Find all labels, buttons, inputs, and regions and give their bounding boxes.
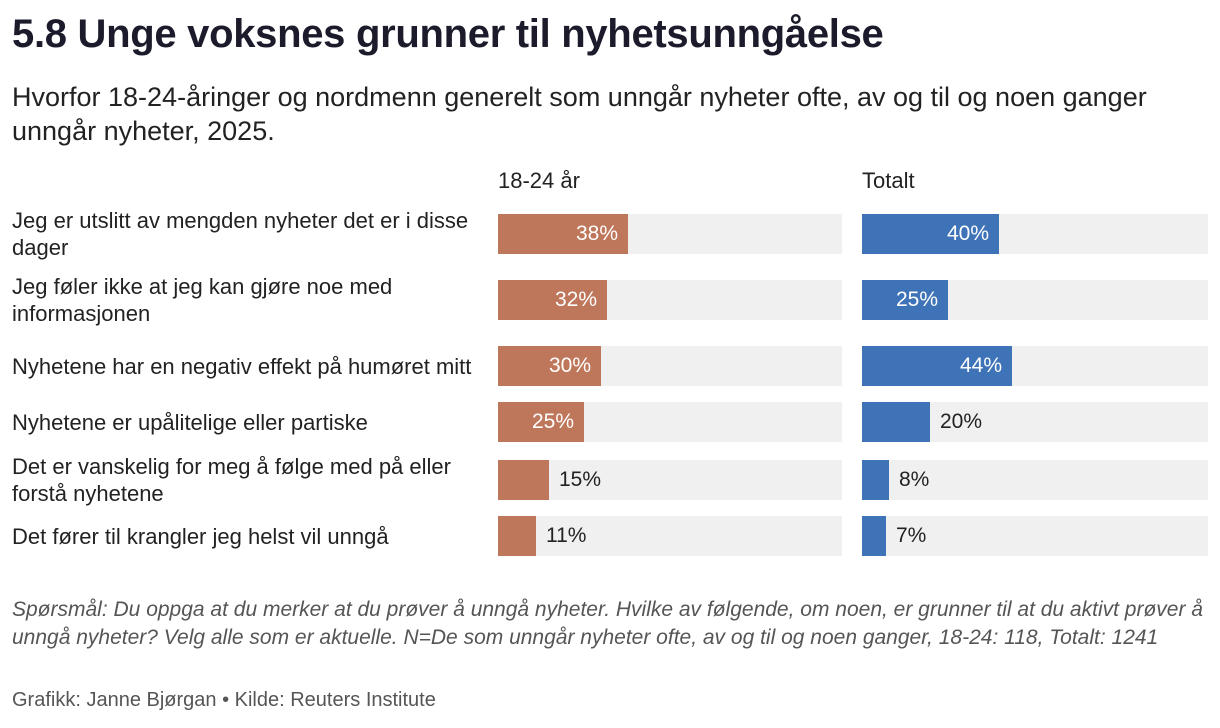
column-header-total: Totalt [862,168,915,193]
bar-young [498,346,601,386]
category-label: Jeg føler ikke at jeg kan gjøre noe med … [12,274,393,326]
bar-total [862,402,930,442]
bar-track: 25% [498,402,842,442]
chart-subtitle: Hvorfor 18-24-åringer og nordmenn genere… [12,82,1147,146]
bar-total [862,346,1012,386]
value-label: 44% [959,354,1002,377]
bar-total [862,214,999,254]
bar-total [862,280,948,320]
bar-track: 7% [862,516,1208,556]
value-label: 7% [896,524,927,547]
bar-track: 30% [498,346,842,386]
bar-track: 38% [498,214,842,254]
bar-track: 8% [862,460,1208,500]
bar-track: 44% [862,346,1208,386]
value-label: 38% [575,222,618,245]
value-label: 8% [899,468,930,491]
category-label: Nyhetene har en negativ effekt på humøre… [12,353,472,379]
bar-young [498,516,536,556]
value-label: 20% [940,410,983,433]
value-label: 25% [531,410,574,433]
bar-young [498,402,584,442]
bar-total [862,516,886,556]
value-label: 40% [946,222,989,245]
survey-question-note: Spørsmål: Du oppga at du merker at du pr… [12,598,1203,649]
credit-line: Grafikk: Janne Bjørgan • Kilde: Reuters … [12,689,436,711]
bar-track: 11% [498,516,842,556]
bar-track: 32% [498,280,842,320]
value-label: 25% [895,288,938,311]
bar-young [498,280,607,320]
bar-young [498,214,628,254]
bar-track: 20% [862,402,1208,442]
value-label: 15% [559,468,602,491]
category-label: Nyhetene er upålitelige eller partiske [12,409,368,435]
bar-young [498,460,549,500]
bar-track: 15% [498,460,842,500]
category-label: Jeg er utslitt av mengden nyheter det er… [12,208,469,260]
column-header-young: 18-24 år [498,168,580,193]
chart-title: 5.8 Unge voksnes grunner til nyhetsunngå… [12,12,884,56]
value-label: 30% [548,354,591,377]
category-label: Det fører til krangler jeg helst vil unn… [12,523,389,549]
value-label: 32% [554,288,597,311]
value-label: 11% [546,524,587,547]
bar-track: 25% [862,280,1208,320]
bar-track: 40% [862,214,1208,254]
bar-total [862,460,889,500]
category-label: Det er vanskelig for meg å følge med på … [12,454,451,506]
